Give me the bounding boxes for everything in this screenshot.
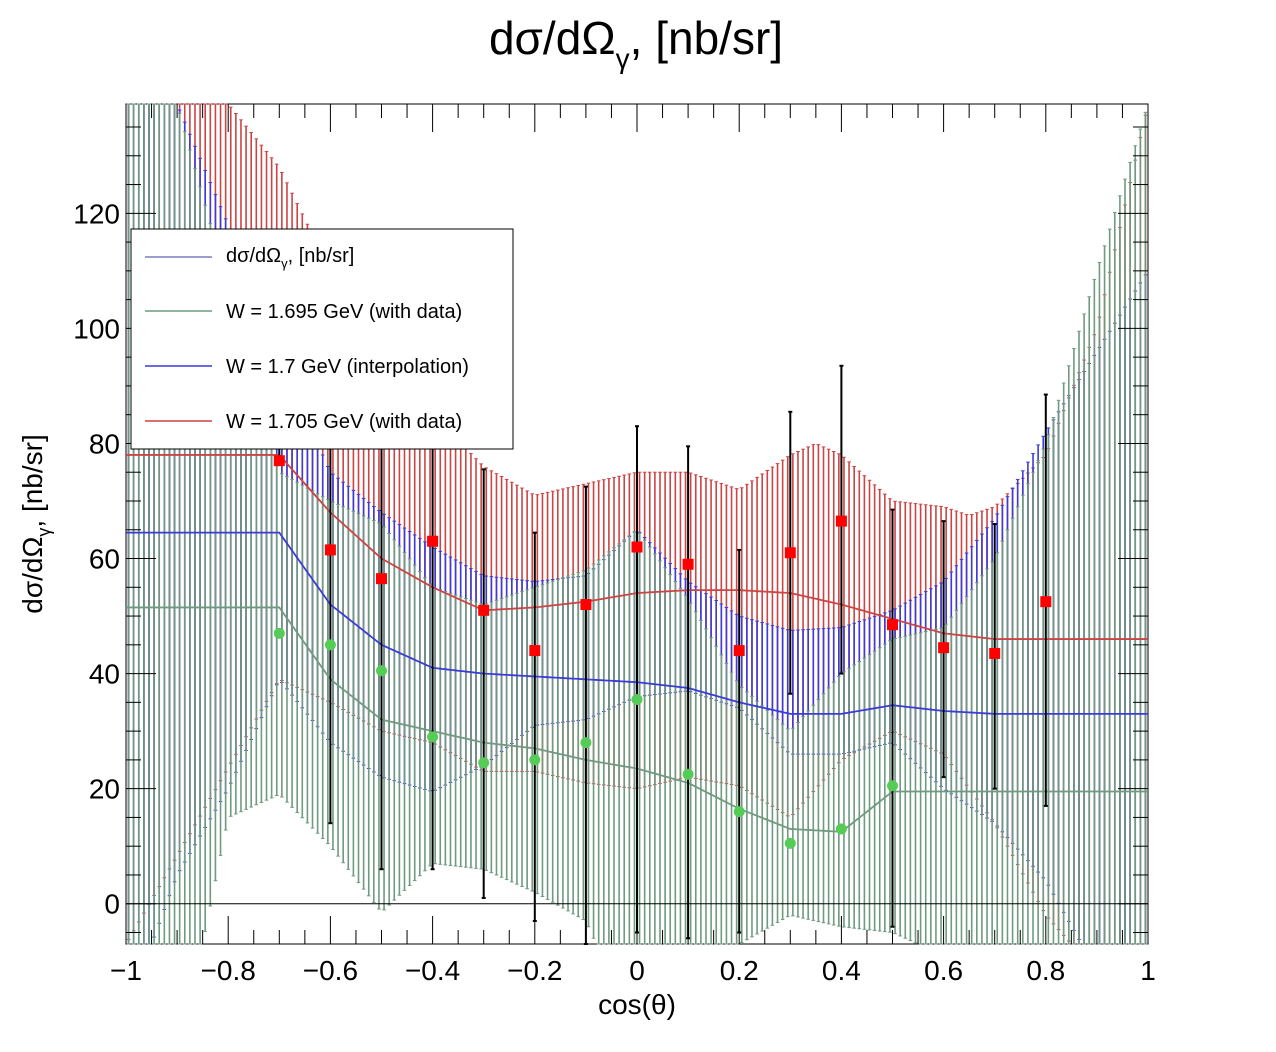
data-point-circle-8 <box>682 768 694 780</box>
x-axis-title: cos(θ) <box>598 989 676 1020</box>
data-point-square-11 <box>835 515 847 527</box>
band-series-2 <box>126 103 1148 945</box>
data-point-circle-7 <box>631 693 643 705</box>
data-markers <box>273 455 1052 849</box>
data-point-square-13 <box>938 642 950 654</box>
data-point-circle-6 <box>580 737 592 749</box>
data-point-circle-5 <box>529 754 541 766</box>
data-point-square-6 <box>580 599 592 611</box>
legend-label-1: W = 1.695 GeV (with data) <box>226 301 462 323</box>
data-error-bars <box>277 241 1048 945</box>
data-point-circle-10 <box>784 837 796 849</box>
x-tick-label-10: 1 <box>1140 955 1156 986</box>
x-tick-label-9: 0.8 <box>1026 955 1065 986</box>
x-tick-label-2: −0.6 <box>303 955 358 986</box>
legend-box <box>130 228 514 450</box>
legend-label-3: W = 1.705 GeV (with data) <box>226 411 462 433</box>
data-point-square-7 <box>631 541 643 553</box>
legend: dσ/dΩγ, [nb/sr] W = 1.695 GeV (with data… <box>130 228 514 450</box>
chart-title: dσ/dΩγ, [nb/sr] <box>489 12 783 74</box>
data-point-circle-2 <box>376 665 387 677</box>
x-tick-label-8: 0.6 <box>924 955 963 986</box>
data-point-square-5 <box>529 645 541 657</box>
x-tick-label-4: −0.2 <box>507 955 562 986</box>
chart-title-tail: , [nb/sr] <box>630 12 783 64</box>
legend-label-0: dσ/dΩγ, [nb/sr] <box>226 245 354 271</box>
data-point-square-8 <box>682 558 694 570</box>
data-point-square-14 <box>989 647 1001 659</box>
y-tick-label-6: 120 <box>73 198 120 229</box>
legend-label-2: W = 1.7 GeV (interpolation) <box>226 356 469 378</box>
y-axis-title: dσ/dΩγ, [nb/sr] <box>17 434 54 614</box>
data-point-circle-9 <box>733 806 745 818</box>
x-tick-label-3: −0.4 <box>405 955 460 986</box>
x-tick-label-0: −1 <box>110 955 142 986</box>
data-point-square-10 <box>784 547 796 559</box>
data-point-circle-4 <box>478 757 490 769</box>
axes: −1 −0.8 −0.6 −0.4 −0.2 0 0.2 0.4 0.6 0.8 1 0 20 40 60 8… <box>73 104 1156 986</box>
data-point-square-4 <box>478 604 490 616</box>
data-point-square-15 <box>1040 596 1052 608</box>
data-point-square-0 <box>273 455 285 467</box>
x-tick-label-6: 0.2 <box>720 955 759 986</box>
y-tick-label-5: 100 <box>73 313 120 344</box>
y-tick-label-1: 20 <box>89 774 120 805</box>
y-tick-label-3: 60 <box>89 544 120 575</box>
y-tick-label-0: 0 <box>104 889 120 920</box>
data-point-square-2 <box>376 573 387 585</box>
data-point-circle-1 <box>324 639 336 651</box>
data-point-square-1 <box>324 544 336 556</box>
data-point-circle-11 <box>835 823 847 835</box>
data-point-circle-12 <box>887 780 898 792</box>
x-tick-label-1: −0.8 <box>201 955 256 986</box>
data-point-square-12 <box>887 619 898 631</box>
y-tick-label-2: 40 <box>89 659 120 690</box>
data-point-circle-0 <box>273 627 285 639</box>
y-tick-label-4: 80 <box>89 428 120 459</box>
data-point-square-9 <box>733 645 745 657</box>
data-point-circle-3 <box>427 731 439 743</box>
x-tick-label-7: 0.4 <box>822 955 861 986</box>
data-point-square-3 <box>427 535 439 547</box>
chart-title-main: dσ/dΩ <box>489 12 616 64</box>
x-tick-label-5: 0 <box>629 955 645 986</box>
chart-title-sub: γ <box>616 43 630 74</box>
